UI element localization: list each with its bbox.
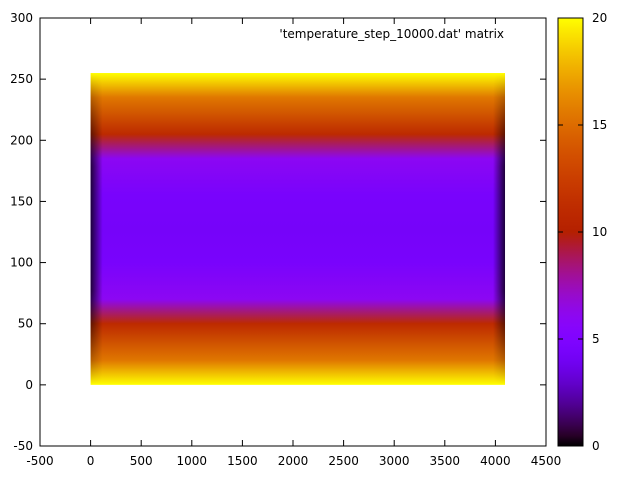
- x-tick-label: 1000: [177, 454, 208, 468]
- heatmap-left-edge: [90, 73, 103, 385]
- x-tick-label: 1500: [227, 454, 258, 468]
- x-tick-label: 4500: [531, 454, 562, 468]
- x-tick-label: -500: [26, 454, 53, 468]
- x-tick-label: 500: [130, 454, 153, 468]
- y-tick-label: 150: [10, 194, 33, 208]
- y-tick-label: 50: [18, 317, 33, 331]
- y-tick-label: 100: [10, 256, 33, 270]
- x-tick-label: 4000: [480, 454, 511, 468]
- heatmap-field: [90, 73, 506, 385]
- colorbar: 0 5 10 15 20: [557, 11, 607, 453]
- colorbar-tick-label: 15: [592, 118, 607, 132]
- colorbar-tick-label: 20: [592, 11, 607, 25]
- x-tick-label: 3000: [379, 454, 410, 468]
- legend-label: 'temperature_step_10000.dat' matrix: [279, 27, 504, 41]
- colorbar-tick-label: 0: [592, 439, 600, 453]
- colorbar-tick-label: 10: [592, 225, 607, 239]
- y-tick-label: -50: [13, 439, 33, 453]
- heatmap-right-edge: [493, 73, 506, 385]
- y-tick-label: 0: [25, 378, 33, 392]
- x-tick-label: 3500: [430, 454, 461, 468]
- x-tick-label: 2000: [278, 454, 309, 468]
- colorbar-tick-label: 5: [592, 332, 600, 346]
- axes: -500 0 500 1000 1500 2000 2500 3000 3500 4000 4500…: [10, 11, 561, 468]
- x-tick-label: 0: [87, 454, 95, 468]
- x-tick-label: 2500: [328, 454, 359, 468]
- y-tick-label: 200: [10, 133, 33, 147]
- y-tick-label: 250: [10, 72, 33, 86]
- y-tick-label: 300: [10, 11, 33, 25]
- plot-area: [90, 73, 506, 385]
